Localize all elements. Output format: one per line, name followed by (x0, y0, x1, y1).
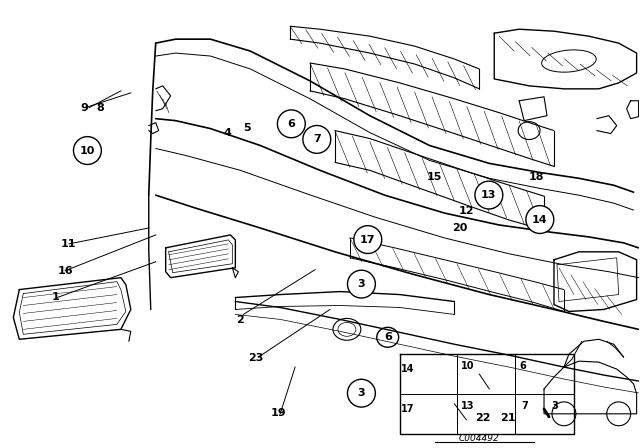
Text: 13: 13 (481, 190, 497, 200)
Text: 15: 15 (427, 172, 442, 182)
Text: 22: 22 (475, 413, 490, 422)
Text: 17: 17 (401, 404, 414, 414)
Text: 19: 19 (271, 408, 286, 418)
Text: 21: 21 (500, 413, 516, 422)
Circle shape (354, 226, 381, 254)
Text: 12: 12 (459, 206, 474, 215)
Text: 17: 17 (360, 235, 376, 245)
Text: 6: 6 (384, 332, 392, 342)
Text: 7: 7 (522, 401, 529, 411)
Text: 7: 7 (313, 134, 321, 144)
Text: 23: 23 (248, 353, 264, 362)
Text: 13: 13 (461, 401, 474, 411)
Circle shape (74, 137, 101, 164)
Text: 5: 5 (243, 123, 250, 133)
Text: C004492: C004492 (459, 434, 500, 443)
Circle shape (475, 181, 503, 209)
Text: 6: 6 (287, 119, 295, 129)
Circle shape (277, 110, 305, 138)
Text: 3: 3 (358, 388, 365, 398)
Circle shape (552, 402, 576, 426)
Text: 1: 1 (52, 293, 60, 302)
Text: 4: 4 (223, 128, 232, 138)
Text: 10: 10 (461, 361, 474, 371)
Text: 6: 6 (520, 361, 527, 371)
Text: 11: 11 (61, 239, 76, 249)
Text: 14: 14 (532, 215, 548, 224)
Text: 3: 3 (358, 279, 365, 289)
Text: 8: 8 (96, 103, 104, 113)
Text: 18: 18 (529, 172, 545, 182)
Text: 3: 3 (552, 401, 558, 411)
Circle shape (303, 125, 331, 153)
Text: 14: 14 (401, 364, 414, 374)
Text: 20: 20 (452, 224, 468, 233)
Text: 2: 2 (236, 315, 244, 325)
Circle shape (348, 270, 375, 298)
Text: 9: 9 (80, 103, 88, 113)
Text: 16: 16 (58, 266, 73, 276)
Text: 10: 10 (80, 146, 95, 155)
Circle shape (607, 402, 630, 426)
Circle shape (348, 379, 375, 407)
Circle shape (526, 206, 554, 233)
